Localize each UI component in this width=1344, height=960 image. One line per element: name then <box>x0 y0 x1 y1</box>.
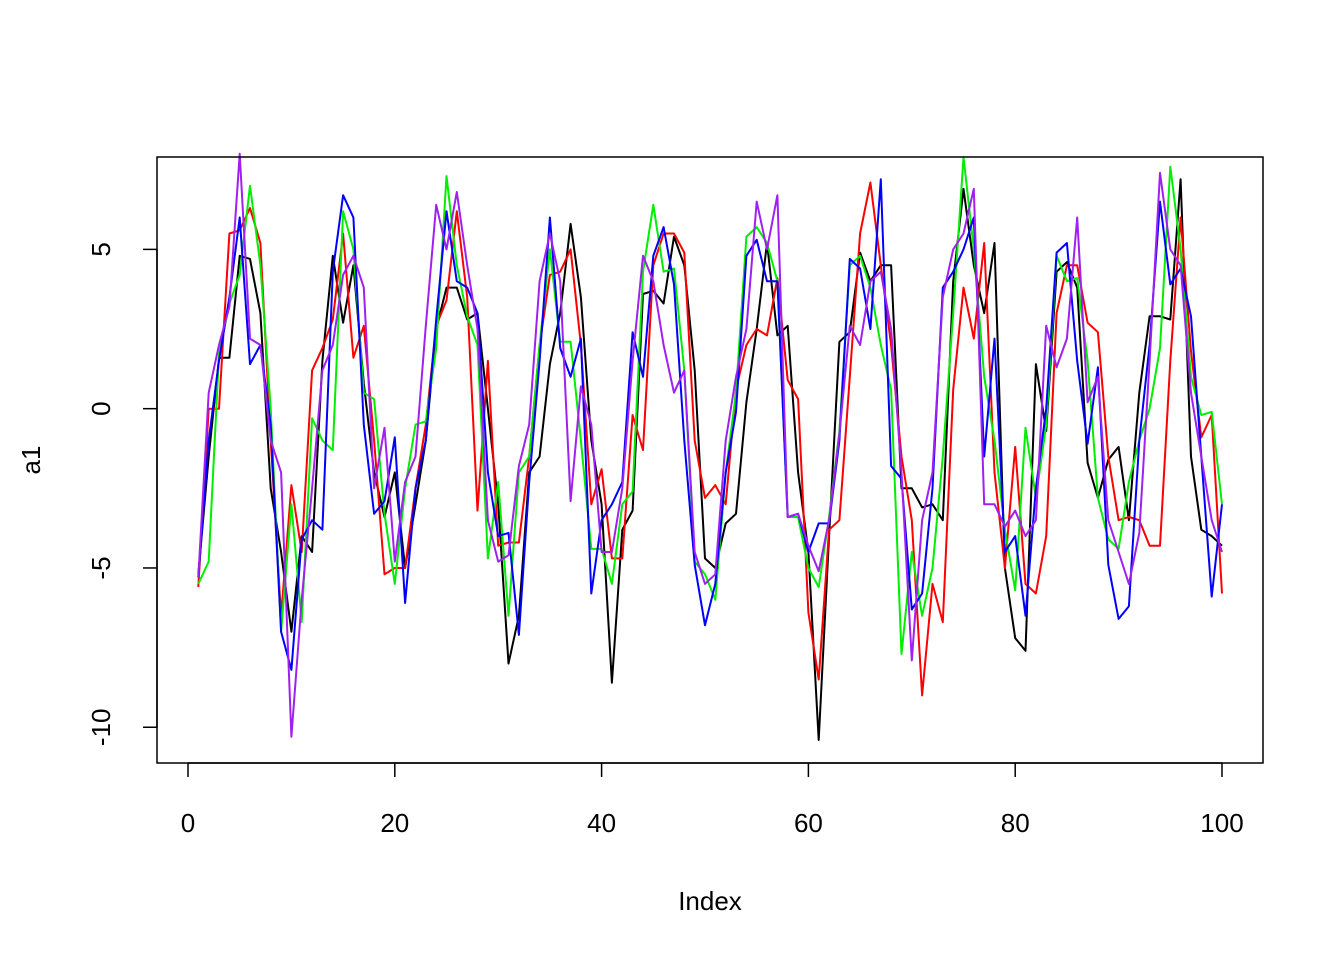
x-tick-label: 80 <box>1001 808 1030 838</box>
x-tick-label: 60 <box>794 808 823 838</box>
x-tick-label: 100 <box>1200 808 1243 838</box>
y-tick-label: -5 <box>86 556 116 579</box>
y-tick-label: 5 <box>86 242 116 256</box>
y-tick-label: 0 <box>86 401 116 415</box>
series-line-4 <box>197 178 1223 671</box>
y-tick-label: -10 <box>86 709 116 747</box>
series-layer <box>197 152 1223 741</box>
x-tick-label: 20 <box>380 808 409 838</box>
series-line-5 <box>197 152 1223 738</box>
x-tick-label: 40 <box>587 808 616 838</box>
plot-area-border <box>156 156 1264 764</box>
x-axis: 0 20 40 60 80 100 <box>181 762 1244 838</box>
y-axis-label: a1 <box>16 446 46 475</box>
x-axis-label: Index <box>678 886 742 916</box>
y-axis: -10 -5 0 5 <box>86 242 158 747</box>
x-tick-label: 0 <box>181 808 195 838</box>
